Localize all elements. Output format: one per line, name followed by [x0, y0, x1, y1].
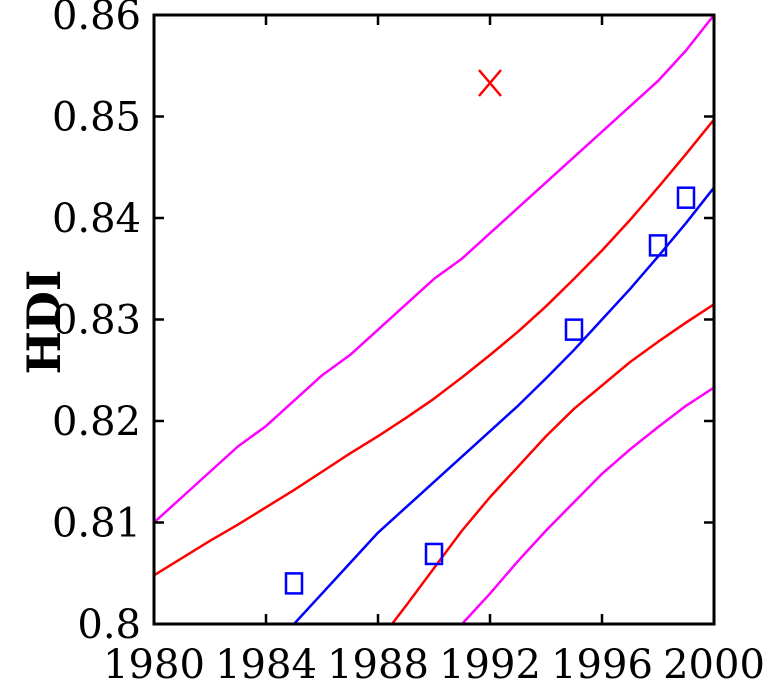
x-tick-label: 1984	[215, 642, 317, 685]
plot-layer	[152, 13, 716, 626]
data-point-x	[478, 69, 502, 97]
y-axis-label: HDI	[17, 270, 71, 375]
y-tick-label: 0.81	[52, 501, 141, 547]
series-line-5	[460, 386, 716, 626]
data-point-square	[676, 186, 696, 209]
series-line-4	[390, 303, 716, 626]
data-point-square	[284, 572, 304, 595]
y-tick-label: 0.85	[52, 95, 141, 141]
data-point-square	[424, 542, 444, 566]
y-tick-label: 0.84	[52, 196, 141, 242]
data-point-square	[648, 234, 668, 257]
x-tick-label: 1980	[103, 642, 205, 685]
series-line-2	[152, 118, 716, 577]
y-tick-label: 0.86	[52, 0, 141, 39]
x-tick-label: 1992	[439, 642, 541, 685]
x-tick-label: 1988	[327, 642, 429, 685]
x-tick-label: 1996	[551, 642, 653, 685]
x-tick-label: 2000	[663, 642, 765, 685]
series-line-1	[152, 13, 716, 524]
data-point-square	[564, 318, 584, 341]
y-tick-label: 0.83	[52, 298, 141, 344]
y-tick-label: 0.8	[77, 602, 141, 648]
y-tick-label: 0.82	[52, 399, 141, 445]
axes-layer: 1980 1984 1988 1992 1996 2000 0.8 0.81 0.82 0.83 0…	[52, 0, 765, 685]
series-line-3	[292, 186, 716, 626]
